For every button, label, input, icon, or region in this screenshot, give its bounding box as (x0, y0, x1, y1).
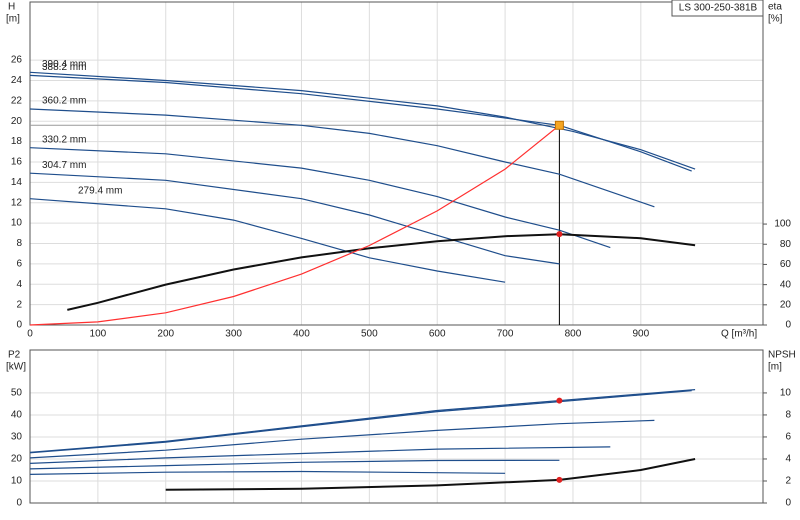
y2-tick-label: 60 (780, 259, 792, 270)
y-axis-unit: [kW] (6, 362, 26, 373)
curve (29, 71, 696, 170)
x-tick-label: 800 (565, 329, 582, 340)
y2-axis-title: NPSH (768, 350, 796, 361)
y-axis-title: H (8, 2, 15, 13)
y2-tick-label: 40 (780, 279, 792, 290)
plot-frame (29, 1, 764, 326)
curve-label: 390.4 mm (42, 59, 86, 70)
y2-tick-label: 4 (785, 454, 791, 465)
y2-tick-label: 0 (785, 320, 791, 331)
y-tick-label: 40 (11, 410, 23, 421)
x-tick-label: 600 (429, 329, 446, 340)
y-tick-label: 14 (11, 177, 23, 188)
curve (29, 470, 506, 475)
y2-tick-label: 2 (785, 476, 791, 487)
y2-tick-label: 8 (785, 410, 791, 421)
y2-axis-unit: [m] (768, 362, 782, 373)
marker (556, 397, 563, 404)
y-tick-label: 0 (16, 498, 22, 509)
x-tick-label: 200 (157, 329, 174, 340)
y-tick-label: 10 (11, 476, 23, 487)
curve (165, 458, 696, 491)
y2-tick-label: 100 (774, 219, 791, 230)
y-tick-label: 30 (11, 432, 23, 443)
curve (29, 108, 655, 208)
y2-tick-label: 6 (785, 432, 791, 443)
y2-tick-label: 0 (785, 498, 791, 509)
y-tick-label: 24 (11, 75, 23, 86)
x-axis-title: Q [m³/h] (721, 329, 757, 340)
y-tick-label: 6 (16, 259, 22, 270)
x-tick-label: 300 (225, 329, 242, 340)
y2-tick-label: 20 (780, 299, 792, 310)
y-tick-label: 20 (11, 454, 23, 465)
y-tick-label: 22 (11, 95, 23, 106)
y-tick-label: 4 (16, 279, 22, 290)
curve-label: 360.2 mm (42, 96, 86, 107)
curve (29, 172, 560, 265)
y-tick-label: 20 (11, 116, 23, 127)
curve (67, 233, 696, 311)
curve-label: 330.2 mm (42, 134, 86, 145)
y-tick-label: 10 (11, 218, 23, 229)
y2-axis-unit: [%] (768, 14, 783, 25)
curve (29, 446, 611, 464)
curve (29, 198, 506, 283)
plot-frame (29, 349, 764, 504)
y-tick-label: 50 (11, 388, 23, 399)
curve-label: 388.2 mm (42, 62, 86, 73)
y-tick-label: 12 (11, 197, 23, 208)
x-tick-label: 900 (632, 329, 649, 340)
y-axis-title: P2 (8, 350, 21, 361)
y-axis-unit: [m] (6, 14, 20, 25)
curve (29, 74, 692, 172)
curve (29, 419, 655, 459)
operating-point (554, 120, 564, 130)
curve (29, 147, 611, 249)
curve (29, 459, 560, 470)
y-tick-label: 8 (16, 238, 22, 249)
curve (29, 390, 692, 454)
curve-label: 279.4 mm (78, 185, 122, 196)
y-tick-label: 16 (11, 157, 23, 168)
x-tick-label: 400 (293, 329, 310, 340)
y2-tick-label: 80 (780, 239, 792, 250)
x-tick-label: 0 (27, 329, 33, 340)
marker (556, 476, 563, 483)
curve (29, 389, 696, 453)
x-tick-label: 100 (90, 329, 107, 340)
y2-axis-title: eta (768, 2, 782, 13)
curve-label: 304.7 mm (42, 160, 86, 171)
y-tick-label: 0 (16, 320, 22, 331)
x-tick-label: 500 (361, 329, 378, 340)
model-box (671, 0, 764, 17)
y-tick-label: 26 (11, 55, 23, 66)
model-label: LS 300-250-381B (679, 3, 758, 14)
y-tick-label: 2 (16, 299, 22, 310)
y2-tick-label: 10 (780, 388, 792, 399)
x-tick-label: 700 (497, 329, 514, 340)
marker (556, 231, 563, 238)
curve (29, 124, 560, 326)
y-tick-label: 18 (11, 136, 23, 147)
